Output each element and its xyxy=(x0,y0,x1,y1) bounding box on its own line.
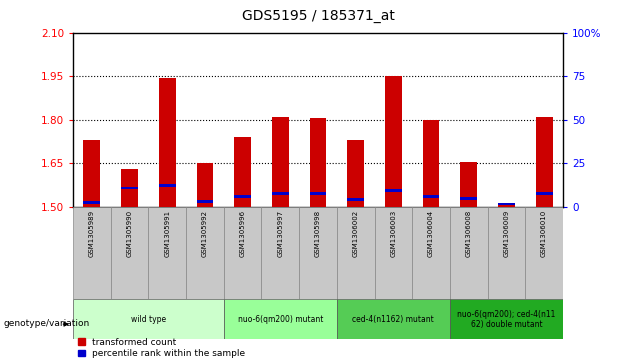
Text: GSM1305992: GSM1305992 xyxy=(202,210,208,257)
Bar xyxy=(111,207,148,299)
Bar xyxy=(197,163,214,207)
Legend: transformed count, percentile rank within the sample: transformed count, percentile rank withi… xyxy=(78,338,245,359)
Bar xyxy=(422,120,439,207)
Bar xyxy=(337,299,450,339)
Bar xyxy=(375,207,412,299)
Bar xyxy=(385,189,402,192)
Bar xyxy=(121,169,138,207)
Text: ced-4(n1162) mutant: ced-4(n1162) mutant xyxy=(352,315,434,324)
Bar xyxy=(488,207,525,299)
Text: GDS5195 / 185371_at: GDS5195 / 185371_at xyxy=(242,9,394,23)
Bar xyxy=(159,184,176,187)
Bar xyxy=(148,207,186,299)
Bar xyxy=(83,140,100,207)
Text: wild type: wild type xyxy=(131,315,166,324)
Bar xyxy=(299,207,337,299)
Bar xyxy=(224,299,337,339)
Text: GSM1306004: GSM1306004 xyxy=(428,210,434,257)
Bar xyxy=(385,76,402,207)
Text: GSM1305990: GSM1305990 xyxy=(127,210,133,257)
Text: GSM1306003: GSM1306003 xyxy=(391,210,396,257)
Bar xyxy=(234,137,251,207)
Bar xyxy=(73,299,224,339)
Text: GSM1306008: GSM1306008 xyxy=(466,210,472,257)
Text: GSM1305998: GSM1305998 xyxy=(315,210,321,257)
Bar xyxy=(347,140,364,207)
Bar xyxy=(337,207,375,299)
Bar xyxy=(159,78,176,207)
Text: GSM1306002: GSM1306002 xyxy=(353,210,359,257)
Bar xyxy=(412,207,450,299)
Bar xyxy=(261,207,299,299)
Bar xyxy=(460,162,477,207)
Bar xyxy=(422,195,439,198)
Bar xyxy=(224,207,261,299)
Bar xyxy=(460,197,477,200)
Bar xyxy=(310,118,326,207)
Bar xyxy=(450,299,563,339)
Bar xyxy=(536,117,553,207)
Bar xyxy=(272,117,289,207)
Bar xyxy=(83,201,100,204)
Text: GSM1306010: GSM1306010 xyxy=(541,210,547,257)
Bar xyxy=(234,195,251,198)
Bar xyxy=(525,207,563,299)
Text: nuo-6(qm200) mutant: nuo-6(qm200) mutant xyxy=(238,315,323,324)
Bar xyxy=(347,198,364,201)
Text: GSM1305996: GSM1305996 xyxy=(240,210,245,257)
Text: GSM1305997: GSM1305997 xyxy=(277,210,283,257)
Bar xyxy=(498,203,515,205)
Bar xyxy=(536,192,553,195)
Text: genotype/variation: genotype/variation xyxy=(3,319,90,327)
Text: GSM1305991: GSM1305991 xyxy=(164,210,170,257)
Bar xyxy=(121,187,138,189)
Text: GSM1305989: GSM1305989 xyxy=(89,210,95,257)
Bar xyxy=(197,200,214,203)
Bar xyxy=(272,192,289,195)
Bar xyxy=(310,192,326,195)
Bar xyxy=(186,207,224,299)
Bar xyxy=(498,204,515,207)
Bar xyxy=(73,207,111,299)
Text: nuo-6(qm200); ced-4(n11
62) double mutant: nuo-6(qm200); ced-4(n11 62) double mutan… xyxy=(457,310,555,329)
Text: GSM1306009: GSM1306009 xyxy=(503,210,509,257)
Bar xyxy=(450,207,488,299)
